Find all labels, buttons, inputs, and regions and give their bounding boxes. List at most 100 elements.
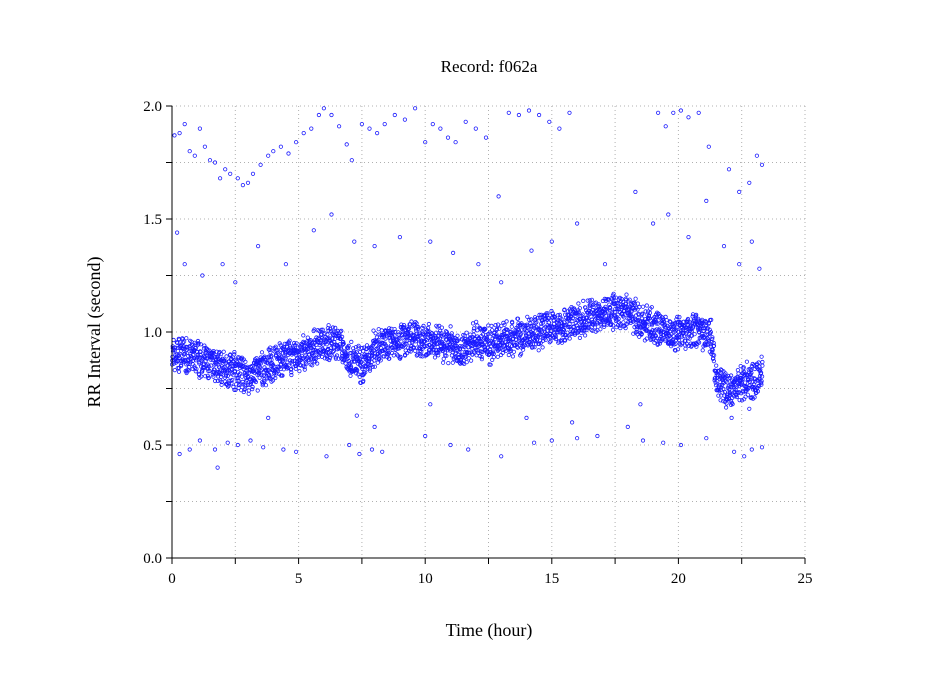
data-point [759, 380, 764, 385]
data-point [417, 333, 422, 338]
data-point [174, 340, 179, 345]
data-point [422, 344, 427, 349]
data-point [567, 110, 572, 115]
data-point [202, 144, 207, 149]
data-point [287, 338, 292, 343]
data-point [574, 436, 580, 441]
data-point [643, 309, 648, 314]
data-point [598, 327, 603, 332]
data-point [710, 336, 715, 342]
data-point [745, 392, 750, 397]
data-point [223, 167, 228, 172]
data-point [455, 333, 460, 338]
data-point [504, 319, 509, 324]
data-point [483, 135, 489, 140]
data-point [615, 312, 620, 317]
data-point [197, 126, 202, 131]
data-point [466, 350, 472, 355]
data-point [402, 338, 407, 343]
data-point [336, 124, 342, 129]
data-point [196, 341, 201, 346]
data-point [644, 303, 649, 308]
data-point [359, 360, 364, 365]
data-point [720, 390, 725, 395]
data-point [261, 445, 266, 450]
data-point [536, 348, 541, 353]
data-point [515, 316, 521, 321]
data-point [405, 331, 411, 337]
data-point [438, 126, 443, 131]
data-point [454, 339, 460, 344]
data-point [354, 413, 359, 418]
data-point [697, 327, 703, 332]
data-point [292, 340, 297, 346]
data-point [329, 112, 334, 118]
data-point [355, 368, 360, 373]
data-point [259, 350, 265, 355]
data-point [393, 347, 398, 352]
data-point [378, 358, 383, 363]
data-point [182, 122, 187, 127]
data-point [357, 451, 362, 457]
data-point [323, 339, 329, 345]
data-point [479, 357, 484, 362]
data-point [686, 115, 691, 120]
data-point [694, 344, 699, 349]
data-point [297, 368, 302, 374]
chart-title: Record: f062a [441, 57, 538, 76]
y-tick-label: 2.0 [143, 99, 162, 115]
data-point [519, 321, 524, 326]
data-point [495, 354, 500, 359]
data-point [370, 353, 375, 358]
data-point [187, 149, 192, 154]
data-point [591, 304, 596, 310]
data-point [205, 356, 210, 361]
data-point [367, 126, 372, 131]
data-point [676, 332, 681, 337]
data-point [524, 338, 529, 343]
data-point [577, 306, 583, 311]
data-point [589, 327, 594, 332]
data-point [530, 344, 535, 350]
data-point [549, 239, 554, 244]
data-point [666, 212, 671, 217]
y-axis-ticks: 0.0 0.5 1.0 1.5 2.0 [143, 99, 172, 567]
data-point [293, 140, 299, 145]
data-point [233, 387, 238, 392]
data-point [577, 335, 583, 340]
data-point [479, 354, 484, 360]
data-point [446, 360, 451, 366]
data-point [298, 363, 303, 368]
data-point [235, 176, 240, 181]
data-point [749, 239, 754, 244]
data-point [352, 350, 357, 355]
data-point [711, 340, 716, 346]
data-point [255, 244, 261, 249]
data-point [569, 420, 575, 425]
data-point [476, 262, 481, 267]
data-point [678, 442, 684, 448]
data-point [334, 353, 340, 358]
data-point [737, 262, 742, 267]
data-point [294, 341, 299, 346]
data-point [339, 346, 344, 351]
data-point [372, 364, 377, 369]
data-point [278, 144, 283, 149]
data-point [619, 296, 624, 302]
data-point [321, 106, 326, 111]
data-point [402, 117, 407, 122]
data-point [197, 438, 202, 443]
data-point [549, 328, 554, 334]
data-point [602, 262, 608, 267]
data-point [293, 366, 298, 371]
data-point [548, 339, 553, 344]
data-point [428, 239, 433, 244]
data-point [511, 349, 517, 354]
data-point [518, 331, 524, 336]
data-point [718, 387, 723, 392]
data-point [425, 325, 431, 330]
data-point [225, 373, 230, 378]
x-axis-label: Time (hour) [446, 620, 533, 641]
data-point [402, 353, 408, 358]
data-point [349, 339, 354, 344]
